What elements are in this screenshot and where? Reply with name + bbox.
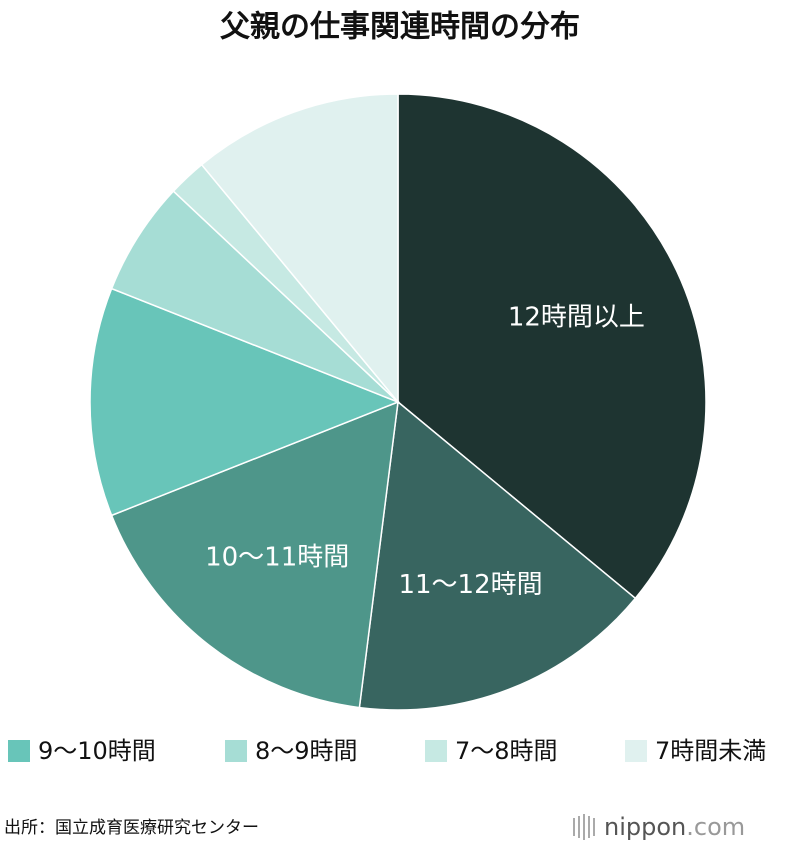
logo: nippon.com	[604, 813, 745, 841]
pie-slice	[110, 400, 399, 709]
legend-swatch	[425, 740, 447, 762]
slice-label: 10〜11時間	[205, 542, 349, 572]
legend-label: 7時間未満	[655, 737, 766, 765]
legend-label: 9〜10時間	[38, 737, 156, 765]
legend-label: 8〜9時間	[255, 737, 358, 765]
pie-slice	[358, 400, 637, 711]
source-note: 出所：国立成育医療研究センター	[4, 818, 259, 838]
legend-swatch	[625, 740, 647, 762]
pie-slice	[397, 93, 707, 600]
logo-suffix: .com	[686, 813, 745, 841]
logo-mark	[573, 814, 595, 840]
pie-slice	[89, 287, 401, 517]
logo-name: nippon	[604, 813, 686, 841]
slice-label: 12時間以上	[508, 303, 645, 333]
legend-swatch	[225, 740, 247, 762]
legend-swatch	[8, 740, 30, 762]
slice-label: 11〜12時間	[398, 570, 542, 600]
pie-slice	[200, 93, 399, 405]
chart-title: 父親の仕事関連時間の分布	[220, 10, 580, 45]
legend-label: 7〜8時間	[455, 737, 558, 765]
